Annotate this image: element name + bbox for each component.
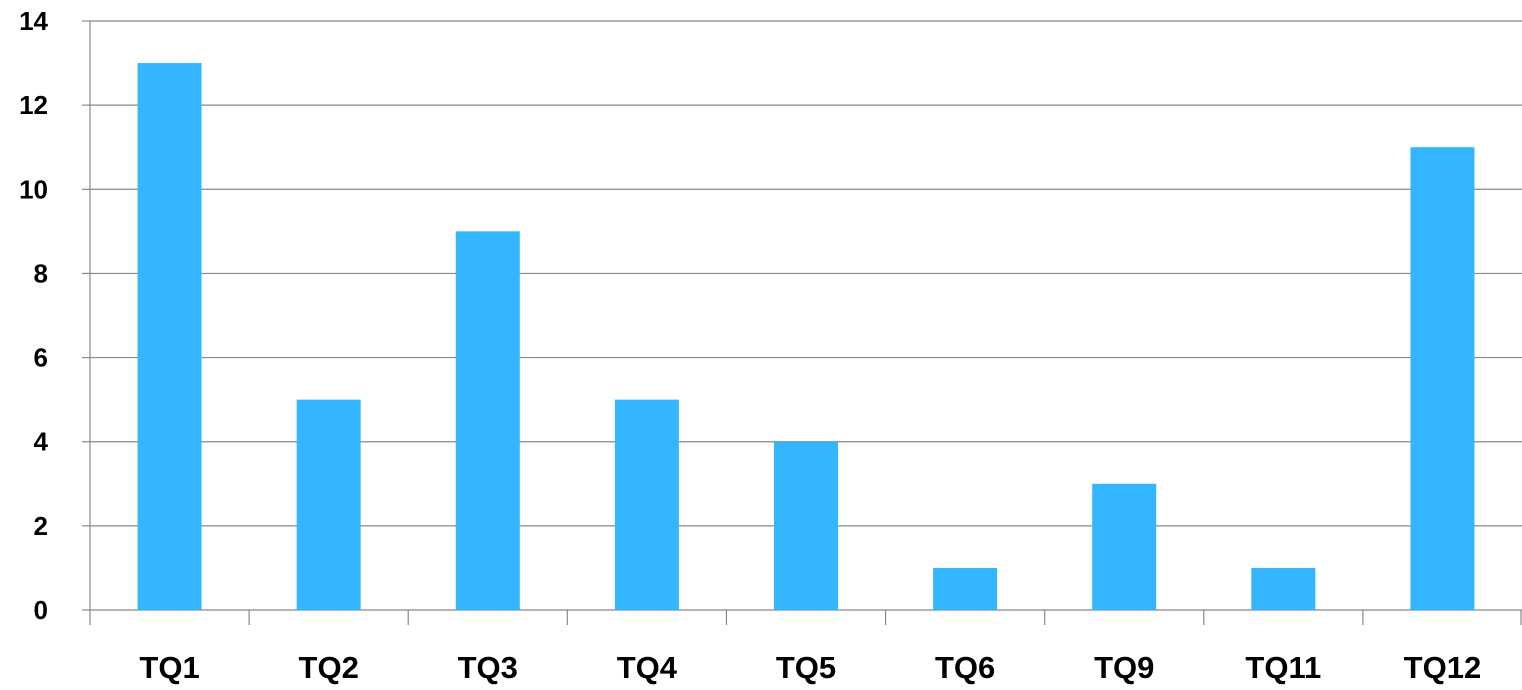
x-category-label: TQ2 <box>299 650 359 685</box>
x-category-label: TQ4 <box>617 650 678 685</box>
bar-tq5 <box>774 441 838 610</box>
y-tick-label: 14 <box>19 6 48 36</box>
bar-tq1 <box>137 63 202 611</box>
y-tick-label: 2 <box>34 511 48 541</box>
x-category-label: TQ12 <box>1404 650 1482 685</box>
x-category-label: TQ3 <box>458 650 518 685</box>
y-tick-label: 4 <box>34 427 49 457</box>
bar-tq12 <box>1410 147 1475 610</box>
x-category-labels: TQ1 TQ2 TQ3 TQ4 TQ5 TQ6 TQ9 TQ11 TQ12 <box>139 650 1481 685</box>
y-tick-label: 10 <box>19 174 48 204</box>
bar-tq9 <box>1092 483 1157 610</box>
bar-tq2 <box>296 399 361 610</box>
x-category-label: TQ5 <box>776 650 836 685</box>
y-tick-label: 0 <box>34 595 48 625</box>
x-category-label: TQ1 <box>139 650 199 685</box>
bar-tq11 <box>1251 567 1316 610</box>
y-tick-label: 8 <box>34 258 48 288</box>
bar-tq4 <box>614 399 679 610</box>
bar-tq3 <box>455 231 520 610</box>
x-category-label: TQ9 <box>1094 650 1154 685</box>
y-tick-label: 12 <box>19 90 48 120</box>
bar-tq6 <box>933 567 998 610</box>
y-tick-label: 6 <box>34 343 48 373</box>
bars <box>137 63 1475 611</box>
y-tick-labels: 0 2 4 6 8 10 12 14 <box>19 6 48 625</box>
x-category-label: TQ11 <box>1245 650 1321 685</box>
x-category-label: TQ6 <box>935 650 995 685</box>
